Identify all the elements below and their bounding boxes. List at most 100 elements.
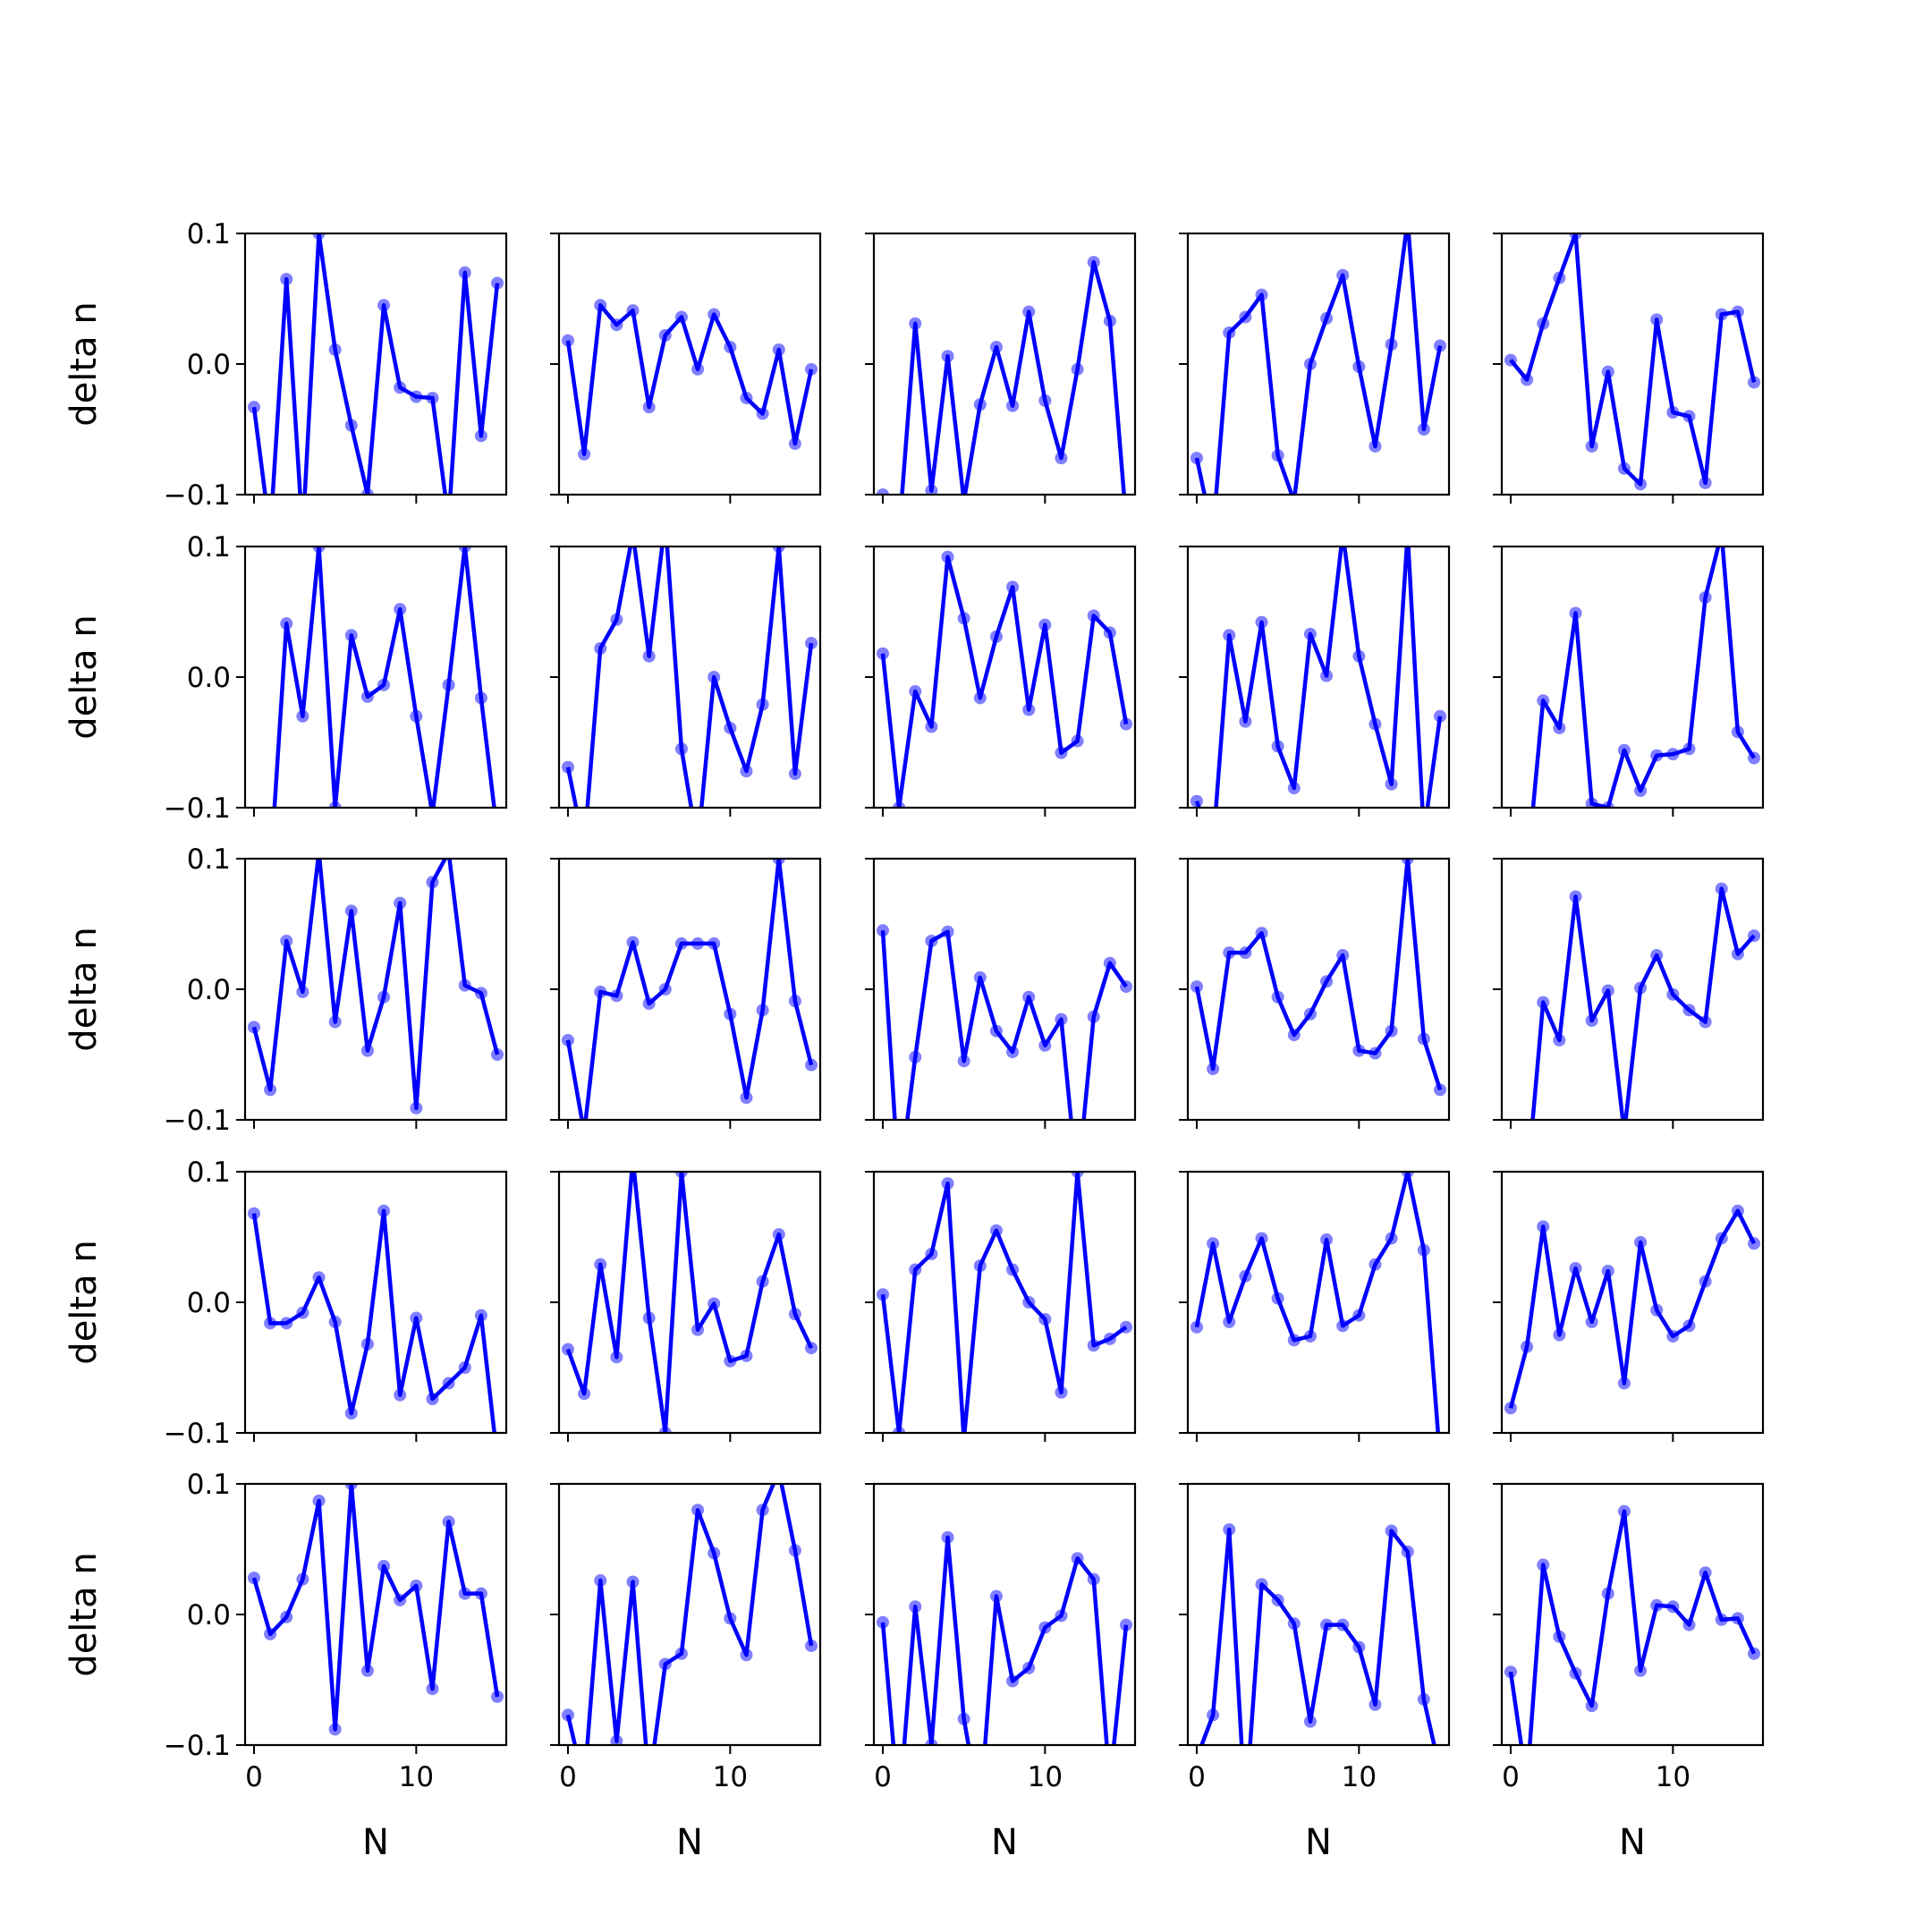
data-point (805, 1342, 818, 1355)
data-point (1255, 927, 1268, 940)
data-point (1401, 1172, 1414, 1178)
data-point (1682, 1319, 1696, 1333)
series-line (1530, 886, 1756, 1120)
series-line (1199, 1527, 1436, 1745)
plot-area (1504, 1504, 1761, 1745)
plot-area (1530, 547, 1761, 808)
data-point (1434, 339, 1447, 352)
data-point (989, 1589, 1003, 1603)
data-point (941, 350, 954, 363)
data-point (442, 1515, 455, 1529)
data-point (458, 547, 471, 553)
data-point (594, 985, 607, 998)
data-point (724, 1007, 737, 1021)
data-point (1320, 669, 1334, 682)
data-point (1303, 358, 1317, 370)
data-point (642, 401, 656, 414)
data-point (772, 859, 785, 865)
y-tick-label: 0.0 (187, 974, 231, 1006)
data-point (642, 1311, 656, 1325)
data-point (973, 398, 987, 411)
data-point (1682, 410, 1696, 423)
data-point (1731, 1204, 1744, 1217)
plot-area (876, 1172, 1133, 1433)
data-point (1303, 1715, 1317, 1728)
y-axis-label: delta n (64, 1240, 105, 1364)
series-line (1530, 547, 1756, 808)
data-point (360, 690, 374, 703)
data-point (264, 1627, 277, 1640)
data-point (724, 721, 737, 734)
data-point (1006, 1674, 1020, 1688)
data-point (1634, 478, 1648, 491)
data-point (1521, 1340, 1534, 1353)
data-point (1537, 1220, 1550, 1233)
data-point (1385, 1524, 1398, 1538)
data-point (1352, 649, 1366, 663)
series-line (1194, 859, 1443, 1091)
data-point (805, 637, 818, 650)
plot-area (1199, 1523, 1436, 1745)
data-point (1417, 1032, 1430, 1046)
data-point (1287, 1334, 1301, 1347)
data-point (772, 343, 785, 356)
data-point (1271, 449, 1284, 462)
data-point (394, 603, 407, 616)
data-point (1239, 310, 1252, 324)
data-point (610, 1351, 623, 1364)
data-point (1207, 1237, 1220, 1250)
data-point (1385, 338, 1398, 352)
data-point (1336, 268, 1350, 282)
data-point (1207, 1708, 1220, 1722)
data-point (740, 765, 753, 778)
data-point (1368, 1698, 1382, 1711)
data-point (1504, 1665, 1517, 1679)
plot-area (876, 924, 1133, 1120)
data-point (491, 276, 504, 290)
data-point (1585, 439, 1598, 453)
data-point (1022, 1296, 1036, 1309)
data-point (1336, 1618, 1350, 1631)
data-point (674, 1647, 688, 1660)
data-point (1255, 288, 1268, 301)
plot-area (1190, 859, 1447, 1097)
data-point (1055, 452, 1068, 465)
data-point (876, 924, 889, 937)
data-point (941, 925, 954, 938)
data-point (1537, 1558, 1550, 1572)
data-point (1223, 946, 1236, 960)
data-point (909, 1050, 922, 1063)
series-line (251, 233, 500, 495)
plot-area (1504, 233, 1761, 491)
data-point (909, 1600, 922, 1614)
data-point (328, 1723, 342, 1736)
data-point (708, 308, 721, 321)
data-point (1336, 1319, 1350, 1333)
series-line (251, 859, 500, 1111)
data-point (1303, 1329, 1317, 1343)
data-point (360, 488, 374, 495)
data-point (1320, 1618, 1334, 1631)
plot-area (247, 233, 504, 495)
data-point (740, 391, 753, 404)
data-point (1287, 782, 1301, 795)
data-point (1055, 746, 1068, 759)
data-point (360, 1337, 374, 1351)
data-point (989, 1024, 1003, 1038)
data-point (1731, 725, 1744, 739)
data-point (1537, 317, 1550, 330)
series-line (1509, 233, 1757, 487)
data-point (658, 1427, 672, 1433)
data-point (1103, 626, 1116, 640)
plot-area (247, 1204, 496, 1433)
plot-area (247, 1484, 504, 1736)
data-point (1239, 946, 1252, 960)
y-tick-label: −0.1 (164, 1418, 231, 1450)
data-point (1087, 1010, 1100, 1023)
x-tick-label: 10 (399, 1761, 434, 1793)
data-point (626, 1575, 640, 1589)
data-point (426, 876, 439, 889)
series-line (272, 547, 496, 808)
data-point (344, 1407, 358, 1420)
data-point (1601, 1264, 1614, 1277)
